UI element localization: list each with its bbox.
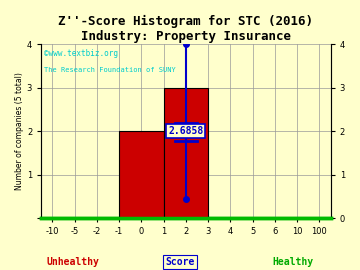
Text: ©www.textbiz.org: ©www.textbiz.org bbox=[44, 49, 118, 59]
Text: The Research Foundation of SUNY: The Research Foundation of SUNY bbox=[44, 67, 176, 73]
Text: Score: Score bbox=[165, 257, 195, 267]
Bar bbox=[119, 131, 164, 218]
Text: 2.6858: 2.6858 bbox=[168, 126, 203, 136]
Text: Unhealthy: Unhealthy bbox=[47, 257, 100, 267]
Title: Z''-Score Histogram for STC (2016)
Industry: Property Insurance: Z''-Score Histogram for STC (2016) Indus… bbox=[58, 15, 314, 43]
Bar bbox=[164, 88, 208, 218]
Text: Healthy: Healthy bbox=[272, 257, 313, 267]
Y-axis label: Number of companies (5 total): Number of companies (5 total) bbox=[15, 72, 24, 190]
